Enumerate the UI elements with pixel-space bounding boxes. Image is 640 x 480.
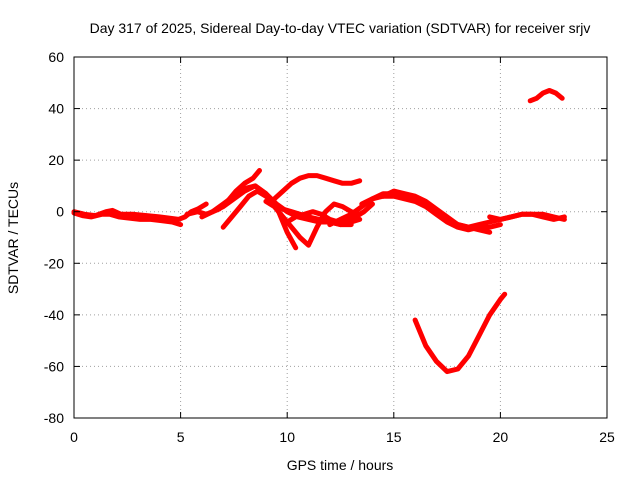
y-tick-label: 40 [48,101,64,117]
x-tick-label: 25 [599,429,615,445]
tick-layer: 0 5 10 15 20 25 -80 -60 -40 -20 0 20 40 60 [44,49,615,445]
y-tick-label: 0 [56,204,64,220]
x-tick-label: 0 [70,429,78,445]
series-trace-s15 [527,88,565,104]
x-tick-label: 20 [493,429,509,445]
chart-title: Day 317 of 2025, Sidereal Day-to-day VTE… [90,20,591,36]
y-axis-label: SDTVAR / TECUs [5,182,21,294]
x-tick-label: 15 [386,429,402,445]
series-trace-s13 [487,211,567,222]
series-trace-s14 [412,291,508,375]
y-tick-label: 60 [48,49,64,65]
series-trace-s8 [271,173,363,202]
series-trace-s2 [71,210,184,228]
x-axis-label: GPS time / hours [287,457,394,473]
y-tick-label: -80 [44,410,64,426]
plot-frame [73,56,608,419]
series-layer [71,88,567,375]
x-tick-label: 10 [279,429,295,445]
series-trace-s9 [284,201,375,225]
grid-layer [74,57,607,418]
y-tick-label: -40 [44,307,64,323]
y-tick-label: -20 [44,255,64,271]
y-tick-label: 20 [48,152,64,168]
series-trace-s12 [380,188,493,235]
series-trace-s7 [263,198,363,248]
y-tick-label: -60 [44,358,64,374]
x-tick-label: 5 [177,429,185,445]
